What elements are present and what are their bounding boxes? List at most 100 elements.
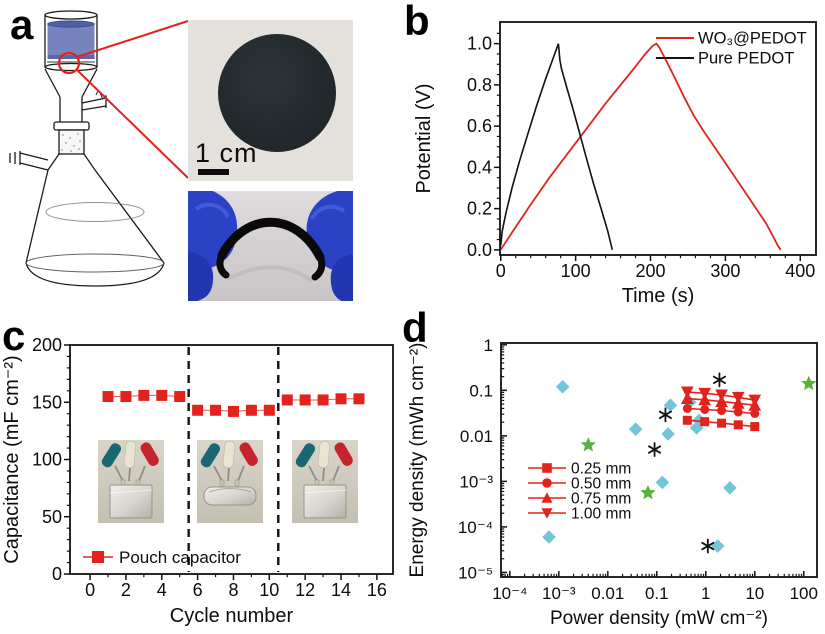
plot-frame <box>69 344 394 575</box>
svg-text:WO₃@PEDOT: WO₃@PEDOT <box>698 30 807 48</box>
chart-gcd-curves: 0 100 200 300 400 0.0 0.2 0.4 0.6 0.8 1.0 Time (s) P… <box>413 21 817 307</box>
svg-text:100: 100 <box>561 261 591 281</box>
svg-text:10: 10 <box>259 580 279 600</box>
series-pouch-capacitor <box>102 389 186 403</box>
svg-text:0.0: 0.0 <box>467 240 492 260</box>
teal-clip <box>200 443 221 468</box>
svg-text:150: 150 <box>32 392 62 412</box>
series-pouch-capacitor <box>192 404 275 417</box>
svg-text:0.01: 0.01 <box>460 427 493 446</box>
legend: Pouch capacitor <box>83 548 241 567</box>
svg-text:6: 6 <box>193 580 203 600</box>
panel-letter-b: b <box>404 0 430 44</box>
pouch-cell-flat <box>303 484 347 519</box>
x-axis: 0 2 4 6 8 10 12 14 16 <box>85 574 387 600</box>
x-axis: 10⁻⁴ 10⁻³ 0.01 0.1 1 10 100 <box>492 571 818 603</box>
svg-text:100: 100 <box>32 450 62 470</box>
red-clip <box>334 442 353 466</box>
pouch-photo-flat-3 <box>292 440 358 523</box>
svg-text:1: 1 <box>701 584 710 603</box>
zoom-highlight <box>57 20 189 179</box>
series-0.25-mm <box>682 415 760 432</box>
scale-bar <box>198 169 229 175</box>
svg-text:Pouch capacitor: Pouch capacitor <box>119 548 241 567</box>
gloved-hands-bending-film <box>188 191 353 301</box>
panel-letter-c: c <box>2 312 26 359</box>
panel-letter-a: a <box>10 1 34 48</box>
legend: WO₃@PEDOT Pure PEDOT <box>656 30 807 68</box>
svg-text:4: 4 <box>157 580 167 600</box>
svg-text:0.2: 0.2 <box>467 199 492 219</box>
y-axis-title: Capacitance (mF cm⁻²) <box>1 355 23 563</box>
membrane-photo: 1 cm <box>188 20 353 181</box>
svg-text:1.00 mm: 1.00 mm <box>571 506 631 523</box>
svg-text:0: 0 <box>85 580 95 600</box>
x-axis-title: Time (s) <box>622 285 695 307</box>
series-pure-pedot <box>499 43 614 250</box>
svg-text:1.0: 1.0 <box>467 34 492 54</box>
svg-text:0.75 mm: 0.75 mm <box>571 491 631 508</box>
pouch-photo-flat-1 <box>98 440 164 523</box>
legend: 0.25 mm0.50 mm0.75 mm1.00 mm <box>528 461 631 523</box>
svg-text:300: 300 <box>710 261 740 281</box>
panel-b: b 0 100 200 300 400 0.0 0.2 0.4 0.6 0.8 1.0 Time (s… <box>400 0 825 315</box>
panel-d: d 10⁻⁴ 10⁻³ 0.01 0.1 1 10 100 1 0.1 0.01 10⁻³ 10⁻⁴ 1… <box>400 307 825 634</box>
y-axis-title: Potential (V) <box>413 83 435 193</box>
teal-clip <box>295 443 316 468</box>
series-1.00-mm <box>681 386 762 407</box>
svg-text:2: 2 <box>121 580 131 600</box>
filter-flask <box>9 121 165 287</box>
svg-text:10⁻⁵: 10⁻⁵ <box>458 563 493 582</box>
svg-text:0.1: 0.1 <box>469 381 493 400</box>
chart-cycling-capacitance: 0 2 4 6 8 10 12 14 16 0 50 100 150 200 Cycle number Cap… <box>1 335 394 627</box>
svg-text:0.8: 0.8 <box>467 75 492 95</box>
svg-text:0.4: 0.4 <box>467 157 492 177</box>
svg-text:100: 100 <box>790 584 818 603</box>
x-axis-title: Power density (mW cm⁻²) <box>550 608 768 629</box>
svg-text:200: 200 <box>32 335 62 355</box>
svg-text:400: 400 <box>785 261 815 281</box>
svg-text:0.50 mm: 0.50 mm <box>571 476 631 493</box>
scale-bar-label: 1 cm <box>195 138 258 168</box>
x-axis: 0 100 200 300 400 <box>496 255 815 281</box>
buchner-funnel <box>44 10 107 124</box>
svg-text:200: 200 <box>635 261 665 281</box>
pouch-cell-folded <box>203 486 257 506</box>
svg-text:0.6: 0.6 <box>467 116 492 136</box>
svg-text:14: 14 <box>331 580 351 600</box>
svg-text:10⁻³: 10⁻³ <box>459 472 493 491</box>
red-clip <box>140 442 159 466</box>
pouch-cell-flat <box>109 484 153 519</box>
teal-clip <box>101 443 122 468</box>
svg-text:10⁻⁴: 10⁻⁴ <box>492 584 527 603</box>
reference-black-asterisks <box>648 372 726 554</box>
cream-clip <box>317 440 331 469</box>
bending-photo <box>188 191 353 301</box>
svg-text:50: 50 <box>42 507 62 527</box>
series-0.50-mm <box>682 403 760 419</box>
filtration-apparatus-drawing <box>9 10 189 287</box>
svg-text:10⁻³: 10⁻³ <box>542 584 576 603</box>
cream-clip <box>123 440 137 469</box>
x-axis-title: Cycle number <box>170 605 294 627</box>
series-wo₃@pedot <box>499 42 782 251</box>
chart-ragone-plot: 10⁻⁴ 10⁻³ 0.01 0.1 1 10 10010.10.0110⁻³10⁻⁴10⁻… <box>407 336 818 629</box>
right-glove-thumb <box>330 254 353 301</box>
series-pouch-capacitor <box>281 393 365 406</box>
svg-text:0: 0 <box>496 261 506 281</box>
y-axis: 0.0 0.2 0.4 0.6 0.8 1.0 <box>467 32 500 260</box>
svg-text:8: 8 <box>228 580 238 600</box>
y-axis: 1 0.1 0.01 10⁻³ 10⁻⁴ 10⁻⁵ <box>458 336 507 582</box>
y-axis: 0 50 100 150 200 <box>32 335 70 584</box>
left-glove-thumb <box>188 252 214 301</box>
svg-text:0.01: 0.01 <box>591 584 624 603</box>
svg-text:1: 1 <box>484 336 493 355</box>
svg-text:10⁻⁴: 10⁻⁴ <box>458 518 493 537</box>
panel-letter-d: d <box>402 304 428 351</box>
pouch-photo-folded-2 <box>197 440 263 523</box>
svg-text:0.1: 0.1 <box>645 584 669 603</box>
bent-film-strip <box>216 217 326 281</box>
svg-text:0.25 mm: 0.25 mm <box>571 461 631 478</box>
svg-text:Pure PEDOT: Pure PEDOT <box>698 50 794 68</box>
